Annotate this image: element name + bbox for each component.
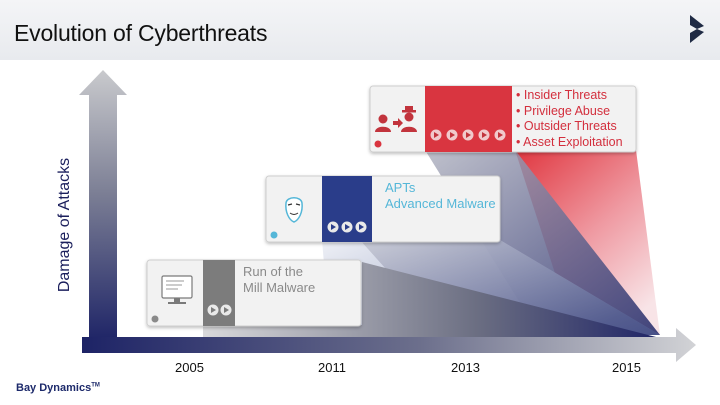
- era2-status-dot: [270, 231, 278, 239]
- x-tick-2005: 2005: [175, 360, 204, 375]
- y-axis-arrow: [79, 70, 127, 343]
- era3-threat-list: Insider Threats Privilege Abuse Outsider…: [516, 88, 623, 151]
- era3-play-buttons: [430, 129, 506, 141]
- era1-card: [146, 259, 362, 327]
- insider-outsider-people-icon: [375, 106, 417, 132]
- era1-label-line: Mill Malware: [243, 280, 316, 295]
- era2-play-buttons: [327, 221, 367, 233]
- x-tick-2015: 2015: [612, 360, 641, 375]
- era2-label-line: APTs: [385, 180, 416, 195]
- threat-item: Outsider Threats: [516, 119, 623, 135]
- threat-item: Privilege Abuse: [516, 104, 623, 120]
- era2-label: APTs Advanced Malware: [385, 180, 496, 212]
- brand-trademark: TM: [91, 382, 100, 389]
- era1-status-dot: [151, 315, 159, 323]
- computer-monitor-icon: [161, 275, 193, 304]
- era1-label: Run of the Mill Malware: [243, 264, 315, 296]
- era1-label-line: Run of the: [243, 264, 303, 279]
- slide-header: Evolution of Cyberthreats: [0, 0, 720, 60]
- threat-item: Insider Threats: [516, 88, 623, 104]
- brand-name: Bay Dynamics: [16, 382, 92, 394]
- slide-title: Evolution of Cyberthreats: [14, 20, 268, 46]
- era2-label-line: Advanced Malware: [385, 196, 496, 211]
- x-tick-2011: 2011: [318, 360, 346, 375]
- threat-item: Asset Exploitation: [516, 135, 622, 151]
- era3-status-dot: [374, 140, 382, 148]
- y-axis-label: Damage of Attacks: [56, 157, 73, 293]
- x-axis-arrow: [82, 328, 696, 362]
- era1-impact-wedge: [203, 262, 660, 338]
- masked-face-icon: [285, 197, 303, 223]
- era1-play-buttons: [207, 304, 232, 316]
- brand-chevron-icon: [690, 15, 704, 43]
- brand-logo: Bay DynamicsTM: [16, 382, 100, 394]
- x-tick-2013: 2013: [451, 360, 480, 375]
